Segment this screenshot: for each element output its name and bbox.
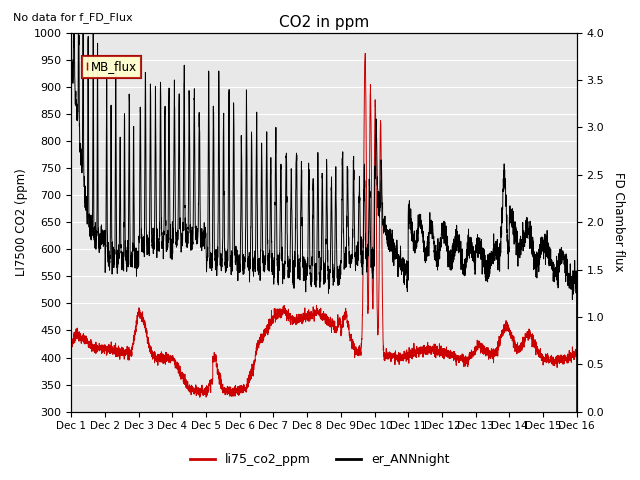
- Legend: li75_co2_ppm, er_ANNnight: li75_co2_ppm, er_ANNnight: [186, 448, 454, 471]
- Y-axis label: FD Chamber flux: FD Chamber flux: [612, 172, 625, 272]
- Title: CO2 in ppm: CO2 in ppm: [279, 15, 369, 30]
- Text: No data for f_FD_Flux: No data for f_FD_Flux: [13, 12, 132, 23]
- Y-axis label: LI7500 CO2 (ppm): LI7500 CO2 (ppm): [15, 168, 28, 276]
- Legend: MB_flux: MB_flux: [82, 56, 141, 78]
